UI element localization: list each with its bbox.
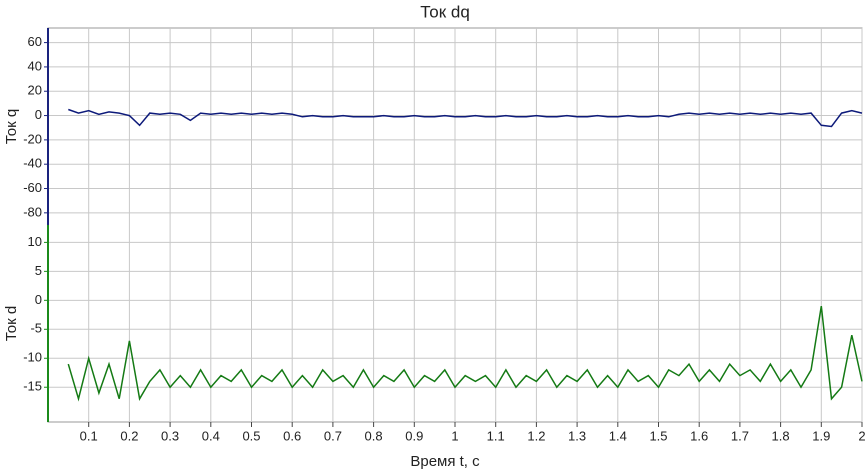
x-tick-label: 1.1 <box>487 428 505 443</box>
x-tick-label: 1.3 <box>568 428 586 443</box>
x-tick-label: 0.9 <box>405 428 423 443</box>
x-tick-label: 1.6 <box>690 428 708 443</box>
y-tick-label: -20 <box>23 131 42 146</box>
x-tick-label: 1.9 <box>812 428 830 443</box>
x-tick-label: 0.2 <box>120 428 138 443</box>
y-tick-label: -60 <box>23 180 42 195</box>
y-tick-label: -80 <box>23 204 42 219</box>
y-tick-label: -10 <box>23 350 42 365</box>
x-tick-label: 1 <box>451 428 458 443</box>
x-tick-label: 1.2 <box>527 428 545 443</box>
x-tick-label: 1.7 <box>731 428 749 443</box>
x-tick-label: 0.4 <box>202 428 220 443</box>
y-tick-label: -15 <box>23 379 42 394</box>
y-tick-label: -5 <box>30 321 42 336</box>
y-tick-label: -40 <box>23 156 42 171</box>
chart-title: Ток dq <box>420 2 470 21</box>
x-tick-label: 0.1 <box>80 428 98 443</box>
x-tick-label: 0.3 <box>161 428 179 443</box>
x-axis-label: Время t, с <box>410 453 480 470</box>
x-tick-label: 1.4 <box>609 428 627 443</box>
x-tick-label: 0.6 <box>283 428 301 443</box>
y-tick-label: 0 <box>35 107 42 122</box>
series-line <box>67 305 863 402</box>
y-tick-label: 20 <box>28 83 42 98</box>
series-line <box>68 108 863 128</box>
y-tick-label: 60 <box>28 34 42 49</box>
y-axis-label: Ток d <box>3 306 20 341</box>
x-tick-label: 2 <box>858 428 865 443</box>
y-tick-label: 0 <box>35 292 42 307</box>
x-tick-label: 0.8 <box>365 428 383 443</box>
y-tick-label: 5 <box>35 263 42 278</box>
x-tick-label: 0.5 <box>242 428 260 443</box>
y-tick-label: 40 <box>28 58 42 73</box>
y-axis-label: Ток q <box>3 109 20 144</box>
y-tick-label: 10 <box>28 234 42 249</box>
x-tick-label: 1.8 <box>772 428 790 443</box>
x-tick-label: 0.7 <box>324 428 342 443</box>
x-tick-label: 1.5 <box>649 428 667 443</box>
